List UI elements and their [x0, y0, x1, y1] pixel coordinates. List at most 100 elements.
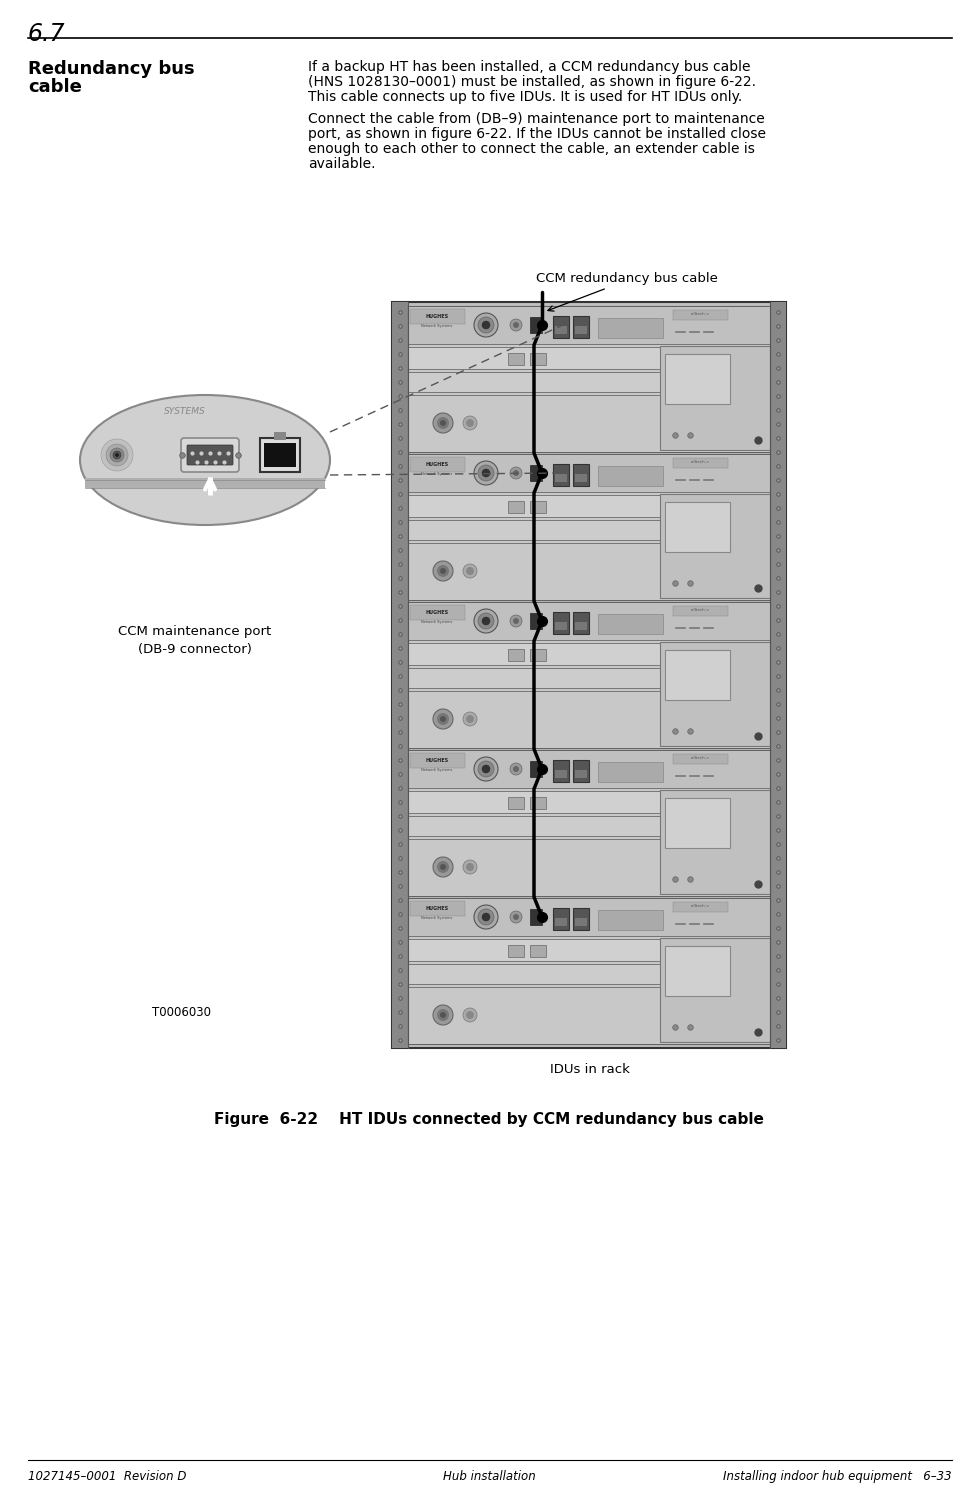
Circle shape: [465, 864, 474, 871]
Circle shape: [482, 913, 489, 922]
Bar: [552, 908, 569, 931]
Bar: [407, 791, 769, 813]
Text: SYSTEMS: SYSTEMS: [164, 408, 206, 417]
Circle shape: [106, 444, 128, 466]
Bar: [672, 606, 727, 616]
Text: Network Systems: Network Systems: [421, 472, 452, 476]
Circle shape: [113, 451, 121, 459]
Bar: [409, 310, 464, 325]
Circle shape: [437, 564, 448, 578]
Bar: [407, 395, 769, 453]
Bar: [407, 987, 769, 1044]
Bar: [407, 494, 769, 517]
Bar: [664, 798, 729, 849]
Bar: [530, 465, 541, 481]
Bar: [407, 307, 769, 344]
Bar: [530, 908, 541, 925]
Bar: [407, 602, 769, 640]
Bar: [672, 310, 727, 320]
Text: Network Systems: Network Systems: [421, 916, 452, 920]
Bar: [407, 520, 769, 541]
Bar: [664, 502, 729, 552]
Bar: [407, 643, 769, 666]
Circle shape: [440, 420, 446, 426]
Bar: [530, 500, 545, 514]
Circle shape: [482, 616, 489, 625]
Bar: [552, 612, 569, 634]
Bar: [407, 898, 769, 937]
Text: CCM redundancy bus cable: CCM redundancy bus cable: [535, 272, 717, 284]
Circle shape: [513, 618, 519, 624]
Bar: [409, 753, 464, 768]
Bar: [407, 963, 769, 984]
Bar: [573, 316, 588, 338]
Bar: [530, 353, 545, 365]
Circle shape: [433, 709, 452, 730]
Bar: [573, 612, 588, 634]
Circle shape: [101, 439, 133, 471]
Bar: [407, 750, 769, 788]
Circle shape: [465, 567, 474, 575]
Text: HUGHES: HUGHES: [425, 758, 448, 762]
Bar: [530, 761, 541, 777]
Circle shape: [474, 756, 497, 782]
Circle shape: [462, 712, 477, 727]
Text: CCM maintenance port
(DB-9 connector): CCM maintenance port (DB-9 connector): [118, 625, 272, 657]
Text: Network Systems: Network Systems: [421, 768, 452, 771]
Bar: [769, 302, 786, 1048]
Bar: [552, 465, 569, 485]
Bar: [659, 791, 769, 893]
Text: port, as shown in figure 6-22. If the IDUs cannot be installed close: port, as shown in figure 6-22. If the ID…: [308, 127, 765, 141]
Circle shape: [474, 462, 497, 485]
Circle shape: [437, 713, 448, 725]
Text: (HNS 1028130–0001) must be installed, as shown in figure 6-22.: (HNS 1028130–0001) must be installed, as…: [308, 74, 755, 89]
Circle shape: [462, 1008, 477, 1021]
Circle shape: [509, 911, 522, 923]
Circle shape: [474, 313, 497, 337]
Bar: [552, 316, 569, 338]
Text: Hub installation: Hub installation: [443, 1470, 534, 1483]
Text: enough to each other to connect the cable, an extender cable is: enough to each other to connect the cabl…: [308, 141, 754, 156]
Text: HUGHES: HUGHES: [425, 905, 448, 910]
Circle shape: [513, 322, 519, 328]
Text: alltech >: alltech >: [690, 608, 708, 612]
Bar: [407, 454, 769, 600]
Circle shape: [509, 319, 522, 331]
Bar: [574, 622, 586, 630]
Bar: [407, 838, 769, 896]
Bar: [264, 444, 296, 468]
Text: alltech >: alltech >: [690, 313, 708, 316]
Circle shape: [440, 716, 446, 722]
Text: cable: cable: [28, 77, 82, 95]
Circle shape: [462, 861, 477, 874]
Text: alltech >: alltech >: [690, 904, 708, 908]
Bar: [407, 669, 769, 688]
Circle shape: [513, 471, 519, 476]
Circle shape: [433, 561, 452, 581]
Bar: [659, 642, 769, 746]
Bar: [554, 326, 567, 334]
Bar: [507, 353, 524, 365]
Bar: [407, 454, 769, 491]
Circle shape: [482, 765, 489, 773]
Bar: [530, 797, 545, 809]
Text: IDUs in rack: IDUs in rack: [549, 1063, 629, 1077]
Bar: [672, 902, 727, 911]
Bar: [507, 649, 524, 661]
Bar: [407, 372, 769, 392]
Bar: [507, 500, 524, 514]
Circle shape: [478, 613, 493, 628]
Bar: [409, 901, 464, 916]
Text: Figure  6-22    HT IDUs connected by CCM redundancy bus cable: Figure 6-22 HT IDUs connected by CCM red…: [214, 1112, 763, 1127]
Circle shape: [440, 1013, 446, 1018]
Text: If a backup HT has been installed, a CCM redundancy bus cable: If a backup HT has been installed, a CCM…: [308, 60, 749, 74]
Circle shape: [513, 914, 519, 920]
Circle shape: [509, 468, 522, 479]
Bar: [597, 910, 662, 931]
Bar: [574, 474, 586, 482]
Circle shape: [465, 715, 474, 724]
Bar: [659, 938, 769, 1042]
Bar: [664, 946, 729, 996]
Circle shape: [513, 765, 519, 771]
Circle shape: [109, 448, 124, 462]
